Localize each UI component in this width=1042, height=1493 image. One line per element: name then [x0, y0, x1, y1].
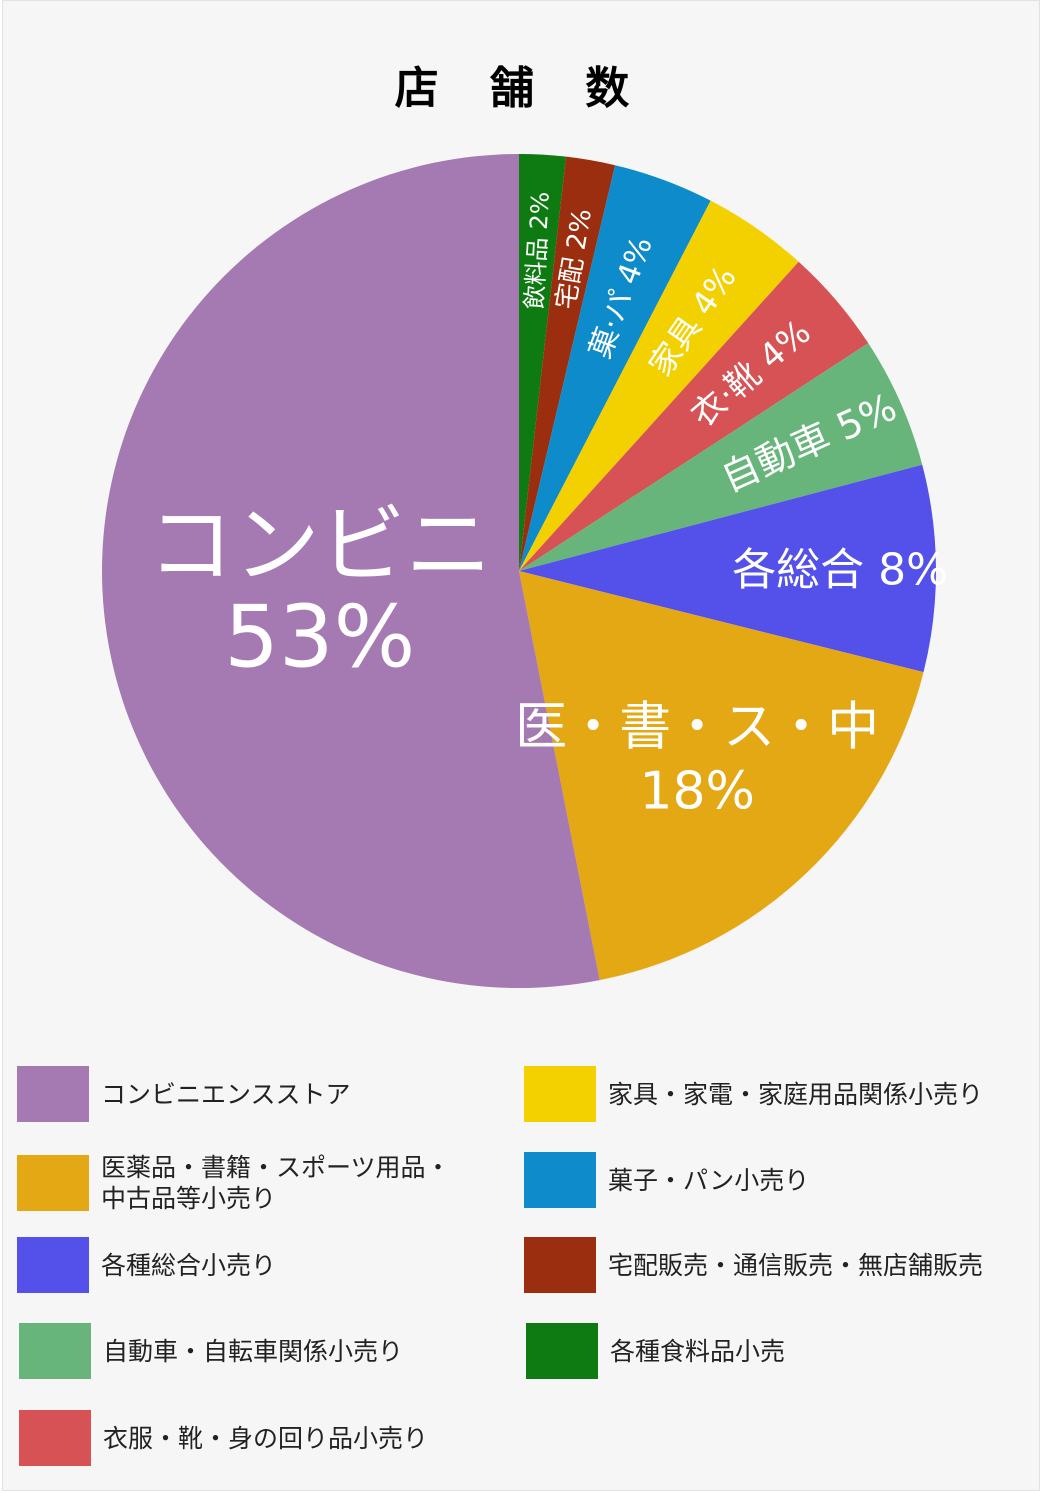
pie-slice-delivery [519, 156, 616, 572]
legend-item-food: 各種食料品小売 [526, 1323, 785, 1379]
pie-chart: 飲料品 2%宅配 2%菓·パ 4%家具 4%衣·靴 4%自動車 5%各総合 8%… [102, 154, 948, 988]
legend-item-auto: 自動車・自転車関係小売り [19, 1323, 403, 1379]
legend-label-clothing: 衣服・靴・身の回り品小売り [103, 1423, 429, 1453]
legend-label-food: 各種食料品小売 [610, 1336, 786, 1366]
legend-label-medical: 医薬品・書籍・スポーツ用品・ 中古品等小売り [101, 1153, 451, 1213]
legend-swatch-auto [19, 1323, 91, 1379]
legend-swatch-convenience [17, 1066, 89, 1122]
legend-label-delivery: 宅配販売・通信販売・無店舗販売 [608, 1250, 984, 1280]
legend-item-delivery: 宅配販売・通信販売・無店舗販売 [524, 1237, 983, 1293]
chart-title: 店 舗 数 [394, 63, 648, 114]
slice-label-convenience: コンビニ 53% [148, 496, 492, 688]
pie-slice-furniture [519, 200, 799, 571]
legend-label-convenience: コンビニエンスストア [101, 1079, 351, 1109]
legend-label-furniture: 家具・家電・家庭用品関係小売り [608, 1079, 984, 1109]
pie-slice-sweets [519, 165, 711, 571]
legend-item-convenience: コンビニエンスストア [17, 1066, 351, 1122]
pie-slice-convenience [102, 154, 600, 988]
pie-slice-clothing [519, 261, 869, 571]
slice-label-general: 各総合 8% [732, 544, 948, 595]
legend-item-medical: 医薬品・書籍・スポーツ用品・ 中古品等小売り [17, 1152, 451, 1214]
legend-label-general: 各種総合小売り [101, 1250, 277, 1280]
legend-item-general: 各種総合小売り [17, 1237, 276, 1293]
legend-swatch-delivery [524, 1237, 596, 1293]
legend-item-sweets: 菓子・パン小売り [524, 1152, 809, 1208]
legend-swatch-clothing [19, 1410, 91, 1466]
slice-label-medical: 医・書・ス・中 18% [515, 698, 879, 822]
legend-swatch-furniture [524, 1066, 596, 1122]
legend-swatch-sweets [524, 1152, 596, 1208]
pie-slice-auto [519, 343, 923, 571]
slice-label-food: 飲料品 2% [520, 191, 555, 310]
legend-label-sweets: 菓子・パン小売り [608, 1165, 810, 1195]
pie-slice-medical [519, 571, 924, 981]
legend-swatch-food [526, 1323, 598, 1379]
legend-item-furniture: 家具・家電・家庭用品関係小売り [524, 1066, 983, 1122]
legend-swatch-medical [17, 1155, 89, 1211]
legend-label-auto: 自動車・自転車関係小売り [103, 1336, 404, 1366]
pie-slice-food [519, 154, 567, 571]
legend-swatch-general [17, 1237, 89, 1293]
pie-slice-general [519, 464, 936, 673]
legend-item-clothing: 衣服・靴・身の回り品小売り [19, 1410, 428, 1466]
